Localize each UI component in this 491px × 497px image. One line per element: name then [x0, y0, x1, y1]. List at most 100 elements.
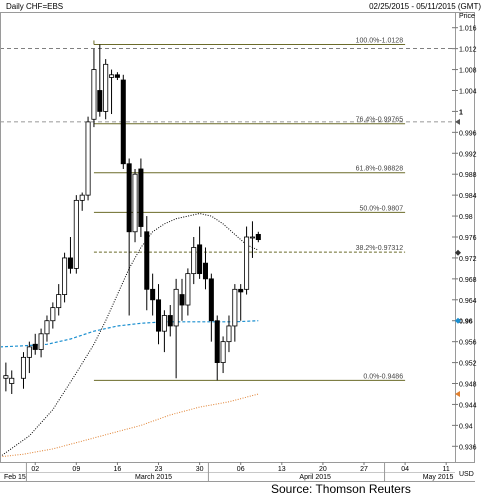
candle [20, 352, 26, 389]
candle-body [73, 199, 79, 269]
fib-level-label: 50.0%-0.9807 [360, 205, 404, 212]
candle [249, 221, 255, 258]
x-tick-label: 09 [72, 466, 80, 473]
y-tick-label: 1.004 [459, 88, 477, 95]
candle [67, 237, 73, 274]
candle [3, 362, 9, 392]
candle [103, 59, 109, 120]
candle [208, 273, 214, 342]
month-label: March 2015 [135, 474, 172, 481]
candle [161, 310, 167, 353]
candle-body [132, 173, 138, 233]
candle [220, 336, 226, 374]
candle-body [167, 315, 173, 327]
candles [3, 44, 261, 394]
y-tick-label: 0.944 [459, 402, 477, 409]
candle-body [9, 377, 15, 384]
candle-body [191, 247, 197, 275]
axis-marker [455, 118, 460, 125]
y-tick-label: 0.98 [459, 214, 473, 221]
candle [202, 247, 208, 290]
candle [114, 72, 120, 81]
candle [226, 315, 232, 353]
candle [244, 226, 250, 295]
candle [150, 273, 156, 316]
candle-body [185, 273, 191, 306]
x-tick-label: 23 [155, 466, 163, 473]
candle [62, 252, 68, 303]
y-tick-label: 1 [459, 109, 463, 116]
candle-body [255, 233, 261, 241]
moving-averages [0, 212, 259, 458]
candle-body [32, 343, 38, 350]
candle-body [50, 307, 56, 322]
candle [73, 195, 79, 274]
candle-body [156, 299, 162, 332]
chart-title: Daily CHF=EBS [6, 2, 64, 11]
candle-body [56, 294, 62, 309]
candle-body [161, 315, 167, 332]
x-tick-label: 20 [319, 466, 327, 473]
candle [26, 341, 32, 374]
candle [232, 284, 238, 342]
candle-body [197, 244, 203, 275]
y-tick-label: 0.964 [459, 298, 477, 305]
candle [44, 315, 50, 342]
candle-body [226, 325, 232, 343]
y-tick-label: 1.008 [459, 68, 477, 75]
x-tick-label: 11 [443, 466, 450, 473]
candle [50, 302, 56, 329]
candle-body [79, 194, 85, 201]
candle-body [91, 69, 97, 120]
reference-lines [0, 48, 455, 123]
y-tick-label: 1.012 [459, 47, 477, 54]
candle [173, 278, 179, 379]
candle [191, 237, 197, 285]
candle [120, 74, 126, 169]
candle [138, 158, 144, 237]
date-range: 02/25/2015 - 05/11/2015 (GMT) [369, 2, 481, 11]
x-tick-label: 30 [196, 466, 204, 473]
y-tick-label: 1.016 [459, 26, 477, 33]
y-tick-label: 0.952 [459, 361, 477, 368]
candle [109, 69, 115, 115]
month-label: April 2015 [299, 474, 331, 481]
candle [144, 216, 150, 311]
y-tick-label: 0.94 [459, 423, 473, 430]
candle-body [220, 341, 226, 363]
month-label: May 2015 [423, 474, 454, 481]
candle [132, 168, 138, 243]
fib-level-label: 38.2%-0.97312 [356, 245, 404, 252]
y-tick-label: 0.936 [459, 444, 477, 451]
candle-body [208, 278, 214, 322]
fib-level-label: 76.4%-0.99765 [356, 117, 404, 124]
candle [156, 284, 162, 345]
y-tick-label: 0.988 [459, 172, 477, 179]
y-tick-label: 0.972 [459, 256, 477, 263]
candle-body [62, 257, 68, 295]
candle-body [144, 231, 150, 290]
x-tick-label: 04 [401, 466, 409, 473]
x-tick-label: 06 [237, 466, 245, 473]
candle [79, 192, 85, 211]
candle-body [214, 320, 220, 363]
candle-body [85, 121, 91, 196]
candle [238, 284, 244, 321]
candle [56, 284, 62, 316]
candle-body [150, 288, 156, 301]
axis-marker [455, 390, 460, 397]
y-axis-label: Price [459, 13, 475, 20]
candle-body [109, 74, 115, 78]
y-tick-label: 0.976 [459, 235, 477, 242]
axis-marker [455, 249, 461, 256]
candle-body [3, 375, 9, 379]
candle [255, 231, 261, 243]
moving-average-line [0, 212, 259, 458]
x-tick-label: 27 [360, 466, 368, 473]
candle-body [103, 63, 109, 112]
y-axis-unit: USD [459, 471, 474, 478]
candle [214, 315, 220, 381]
candle [32, 333, 38, 355]
candle [179, 278, 185, 321]
